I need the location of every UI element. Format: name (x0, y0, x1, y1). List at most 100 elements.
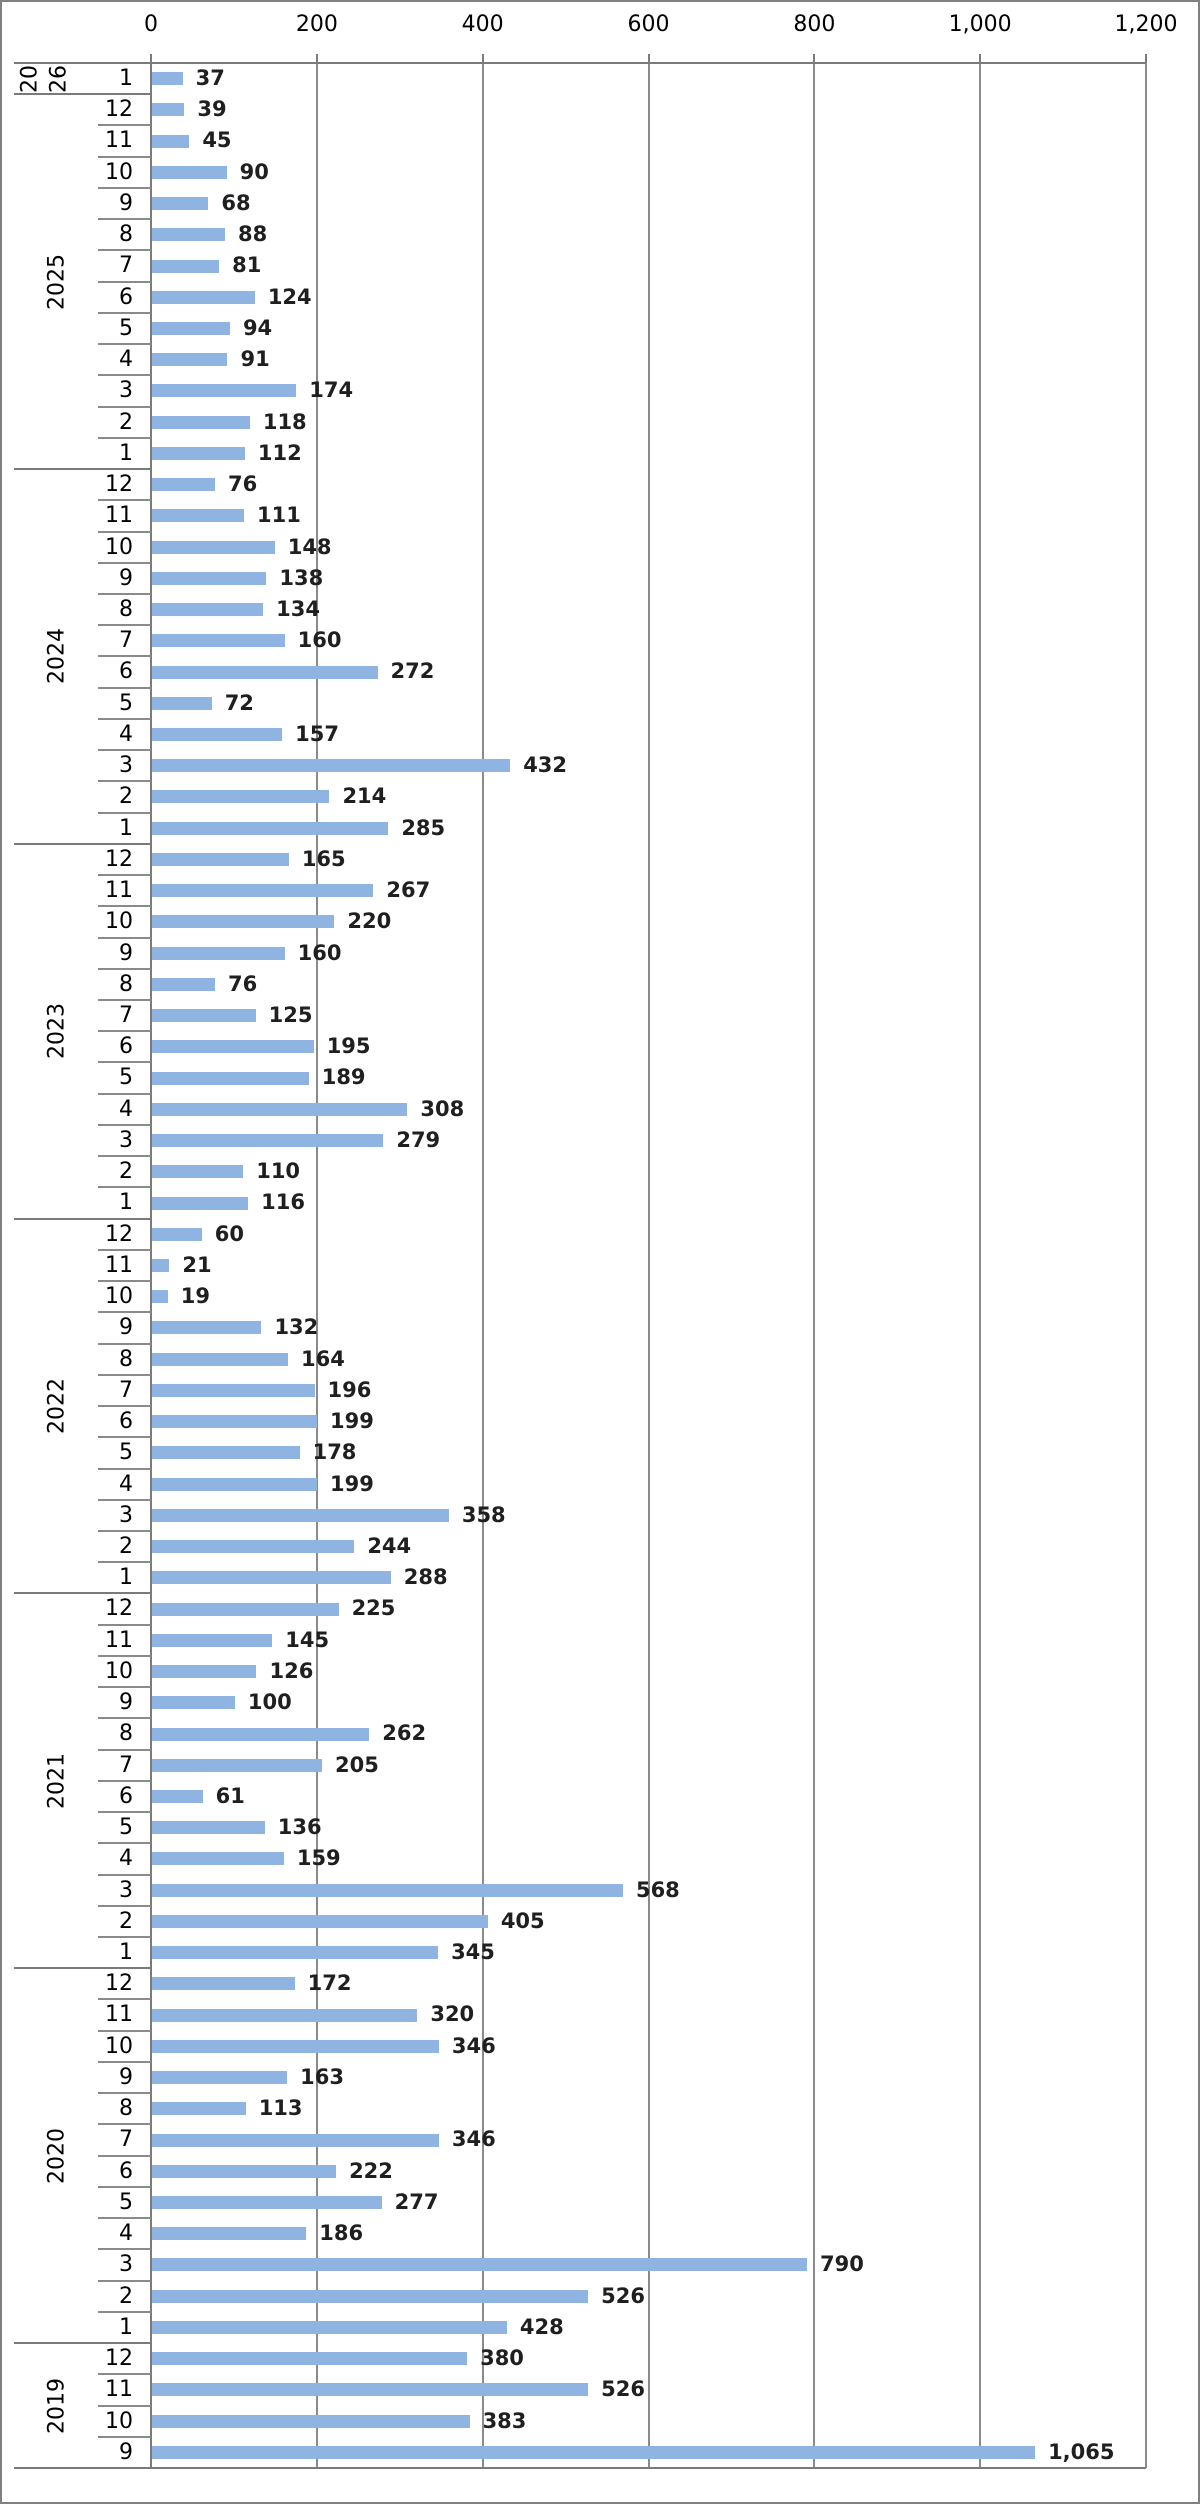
month-label: 3 (119, 1127, 133, 1153)
month-tick-line (98, 1842, 151, 1845)
bar (152, 509, 245, 523)
month-tick-line (98, 780, 151, 783)
bar-value-label: 68 (221, 190, 251, 215)
month-tick-line (98, 499, 151, 502)
gridline (1145, 63, 1147, 2468)
month-label: 2 (119, 1159, 133, 1185)
bar-value-label: 214 (342, 784, 387, 809)
bar-value-label: 267 (386, 878, 431, 903)
bar (152, 2071, 288, 2085)
bar-value-label: 118 (262, 409, 307, 434)
bar-value-label: 39 (197, 97, 227, 122)
bar-value-label: 94 (242, 315, 273, 340)
bar-value-label: 76 (228, 472, 258, 497)
bar (152, 540, 275, 554)
month-tick-line (98, 624, 151, 627)
bar (152, 915, 335, 929)
month-label: 11 (105, 2377, 133, 2403)
month-tick-line (98, 1686, 151, 1689)
bar-value-label: 111 (257, 503, 301, 528)
month-tick-line (98, 2154, 151, 2157)
month-tick-line (98, 749, 151, 752)
month-tick-line (98, 1155, 151, 1158)
bar (152, 384, 297, 398)
bar-value-label: 157 (295, 721, 340, 746)
month-tick-line (98, 1717, 151, 1720)
bar-value-label: 145 (285, 1627, 330, 1652)
bar (152, 478, 216, 492)
month-label: 3 (119, 378, 133, 404)
bar-value-label: 383 (482, 2408, 527, 2433)
month-tick-line (98, 561, 151, 564)
bar-value-label: 90 (239, 159, 269, 184)
month-label: 9 (119, 940, 133, 966)
bar-value-label: 148 (287, 534, 332, 559)
bar-value-label: 88 (237, 222, 268, 247)
month-label: 11 (105, 128, 133, 154)
bar (152, 821, 389, 835)
bar (152, 1508, 449, 1522)
month-tick-line (98, 1373, 151, 1376)
bar-value-label: 100 (247, 1690, 292, 1715)
bar (152, 884, 374, 898)
month-label: 10 (105, 534, 133, 560)
bar (152, 2039, 439, 2053)
bar (152, 1727, 370, 1741)
month-label: 8 (119, 2096, 133, 2122)
bar (152, 1914, 488, 1928)
bar-value-label: 160 (297, 628, 342, 653)
bar-value-label: 126 (269, 1658, 314, 1683)
bar-value-label: 132 (274, 1315, 319, 1340)
bar-value-label: 60 (214, 1221, 244, 1246)
bar (152, 290, 255, 304)
bar (152, 1071, 309, 1085)
bar (152, 2414, 470, 2428)
month-label: 4 (119, 1471, 133, 1497)
value-axis-tick-mark (979, 54, 982, 63)
month-tick-line (98, 936, 151, 939)
month-tick-line (98, 155, 151, 158)
year-separator-line (14, 2342, 151, 2345)
month-label: 11 (105, 2002, 133, 2028)
bar (152, 1321, 262, 1335)
month-label: 11 (105, 1252, 133, 1278)
month-tick-line (98, 1936, 151, 1939)
value-axis-tick-mark (481, 54, 484, 63)
month-tick-line (98, 436, 151, 439)
bar (152, 72, 183, 86)
month-tick-line (98, 1748, 151, 1751)
year-label: 20 (17, 64, 43, 93)
month-label: 5 (119, 1815, 133, 1841)
month-tick-line (98, 1873, 151, 1876)
bar-value-label: 61 (215, 1783, 245, 1808)
month-tick-line (98, 874, 151, 877)
month-tick-line (98, 1998, 151, 2001)
bar (152, 1383, 315, 1397)
month-label: 2 (119, 784, 133, 810)
bar-value-label: 21 (182, 1252, 212, 1277)
bar (152, 790, 330, 804)
bar (152, 1165, 244, 1179)
bar-value-label: 244 (367, 1533, 412, 1558)
value-axis-tick-label: 1,200 (1114, 12, 1178, 37)
month-tick-line (98, 967, 151, 970)
year-separator-line (14, 468, 151, 471)
category-axis-line (150, 63, 152, 2468)
bar-value-label: 138 (279, 565, 324, 590)
month-label: 2 (119, 409, 133, 435)
bar-value-label: 199 (330, 1409, 374, 1434)
month-tick-line (98, 1123, 151, 1126)
value-axis-line (14, 62, 1146, 64)
bar (152, 165, 227, 179)
bar (152, 696, 212, 710)
value-axis-tick-mark (647, 54, 650, 63)
month-tick-line (98, 218, 151, 221)
bar-value-label: 199 (330, 1471, 374, 1496)
bar-value-label: 37 (195, 66, 225, 90)
month-tick-line (98, 343, 151, 346)
bar-value-label: 428 (519, 2314, 564, 2339)
bar (152, 1102, 408, 1116)
month-tick-line (98, 1904, 151, 1907)
month-label: 1 (119, 1940, 133, 1966)
